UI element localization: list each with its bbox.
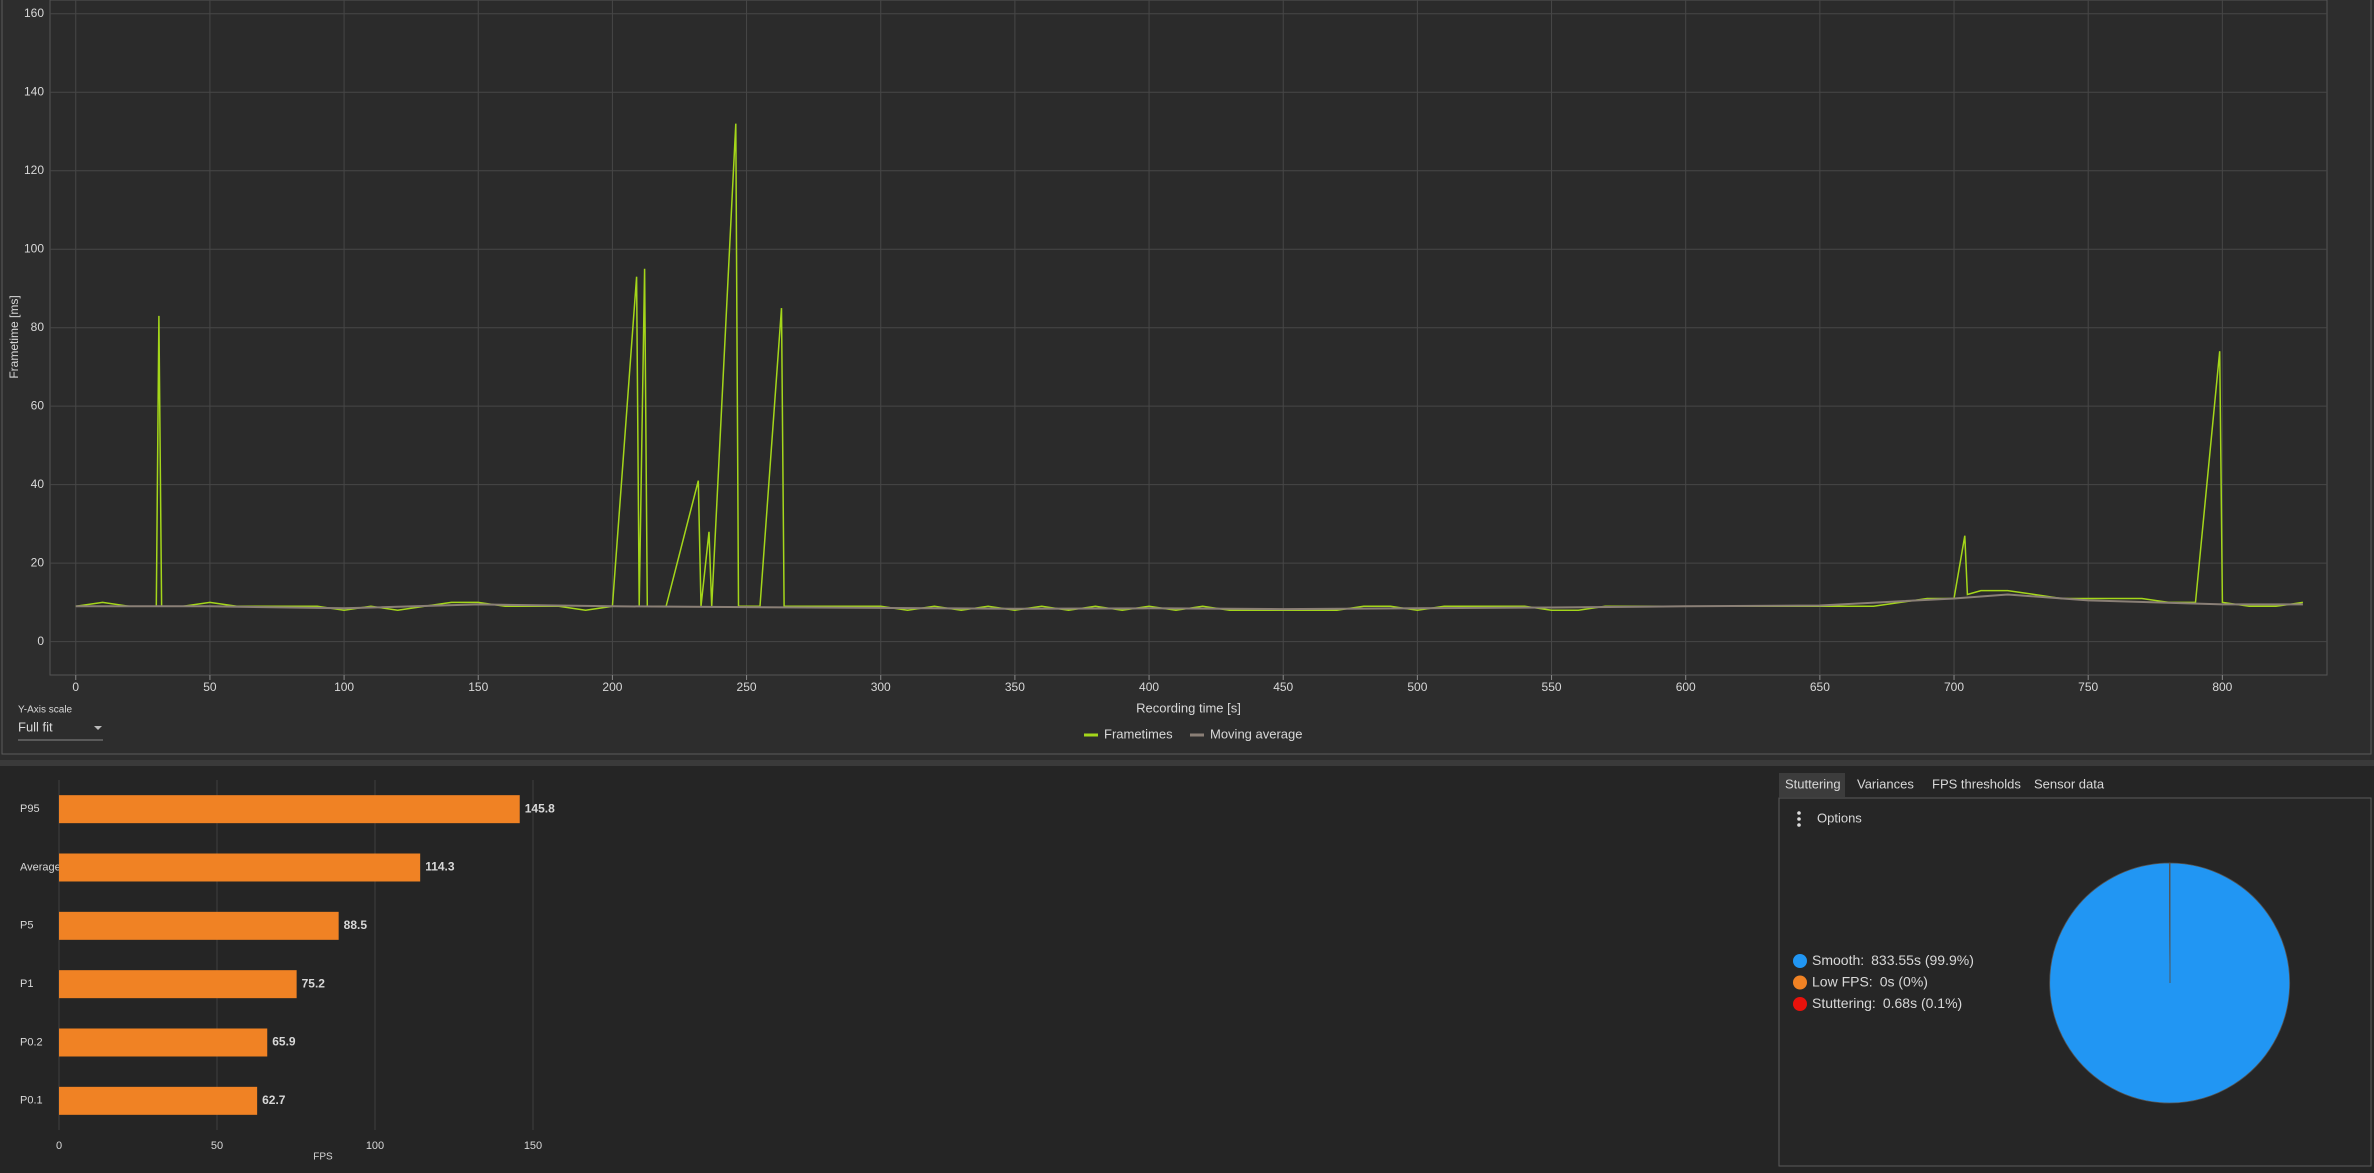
tab[interactable]: Sensor data [2034, 776, 2105, 791]
x-tick-label: 650 [1810, 680, 1830, 694]
tab[interactable]: FPS thresholds [1932, 776, 2021, 791]
pie-slice [2168, 862, 2171, 984]
legend-dot [1793, 954, 1807, 968]
y-tick-label: 140 [24, 84, 44, 98]
separator [0, 760, 2374, 766]
category-label: P95 [20, 803, 40, 815]
category-label: P0.2 [20, 1036, 43, 1048]
legend-dot [1793, 975, 1807, 990]
y-tick-label: 100 [24, 241, 44, 255]
category-label: P0.1 [20, 1095, 43, 1107]
legend-label: Smooth: 833.55s (99.9%) [1812, 952, 1974, 968]
x-tick-label: 250 [737, 680, 757, 694]
tab-selected-bg [1779, 773, 1845, 797]
x-tick-label: 300 [871, 680, 891, 694]
y-scale-label: Y-Axis scale [18, 705, 73, 716]
value-label: 75.2 [302, 976, 326, 990]
x-axis-label: Recording time [s] [1136, 700, 1241, 715]
x-tick-label: 0 [72, 680, 79, 694]
x-tick-label: 50 [211, 1140, 223, 1152]
x-tick-label: 200 [602, 680, 622, 694]
bar [59, 853, 421, 882]
options-button[interactable]: Options [1817, 810, 1862, 825]
bar [59, 1028, 268, 1057]
legend-name: Smooth: [1812, 952, 1864, 968]
x-tick-label: 500 [1407, 680, 1427, 694]
category-label: P1 [20, 978, 33, 990]
value-label: 65.9 [272, 1035, 296, 1049]
x-tick-label: 350 [1005, 680, 1025, 694]
y-tick-label: 80 [31, 320, 45, 334]
x-tick-label: 450 [1273, 680, 1293, 694]
legend-value: 0s (0%) [1880, 973, 1928, 989]
bar [59, 1086, 258, 1115]
value-label: 114.3 [425, 860, 455, 874]
x-tick-label: 100 [334, 680, 354, 694]
legend-name: Low FPS: [1812, 973, 1873, 989]
bar [59, 970, 297, 999]
y-tick-label: 60 [31, 398, 45, 412]
options-icon[interactable] [1797, 811, 1801, 827]
x-tick-label: 800 [2212, 680, 2232, 694]
plot-area [49, 0, 2328, 676]
x-tick-label: 150 [468, 680, 488, 694]
y-tick-label: 160 [24, 6, 44, 20]
x-tick-label: 150 [524, 1140, 542, 1152]
value-label: 62.7 [262, 1093, 286, 1107]
value-label: 88.5 [344, 918, 368, 932]
y-tick-label: 20 [31, 555, 45, 569]
legend-name: Stuttering: [1812, 995, 1876, 1011]
y-tick-label: 0 [37, 634, 44, 648]
legend-value: 0.68s (0.1%) [1883, 995, 1962, 1011]
bar [59, 911, 339, 940]
category-label: P5 [20, 920, 33, 932]
x-tick-label: 100 [366, 1140, 384, 1152]
bar [59, 795, 520, 824]
value-label: 145.8 [525, 801, 555, 815]
legend-label: Moving average [1210, 726, 1303, 741]
legend-label: Frametimes [1104, 726, 1173, 741]
x-tick-label: 50 [203, 680, 217, 694]
legend-label: Stuttering: 0.68s (0.1%) [1812, 995, 1962, 1011]
legend-label: Low FPS: 0s (0%) [1812, 973, 1928, 989]
x-tick-label: 0 [56, 1140, 62, 1152]
tab[interactable]: Stuttering [1785, 776, 1841, 791]
y-scale-dropdown[interactable]: Full fit [18, 719, 53, 734]
x-axis-label: FPS [313, 1152, 333, 1163]
x-tick-label: 400 [1139, 680, 1159, 694]
tab[interactable]: Variances [1857, 776, 1914, 791]
series-line [75, 593, 2303, 611]
y-tick-label: 40 [31, 477, 45, 491]
y-tick-label: 120 [24, 163, 44, 177]
top-panel-border [1, 0, 2372, 755]
legend-value: 833.55s (99.9%) [1871, 952, 1974, 968]
x-tick-label: 550 [1542, 680, 1562, 694]
x-tick-label: 700 [1944, 680, 1964, 694]
x-tick-label: 600 [1676, 680, 1696, 694]
x-tick-label: 750 [2078, 680, 2098, 694]
dropdown-arrow[interactable] [94, 726, 102, 730]
y-axis-label: Frametime [ms] [7, 295, 21, 378]
legend-dot [1793, 997, 1807, 1011]
category-label: Average [20, 861, 61, 873]
